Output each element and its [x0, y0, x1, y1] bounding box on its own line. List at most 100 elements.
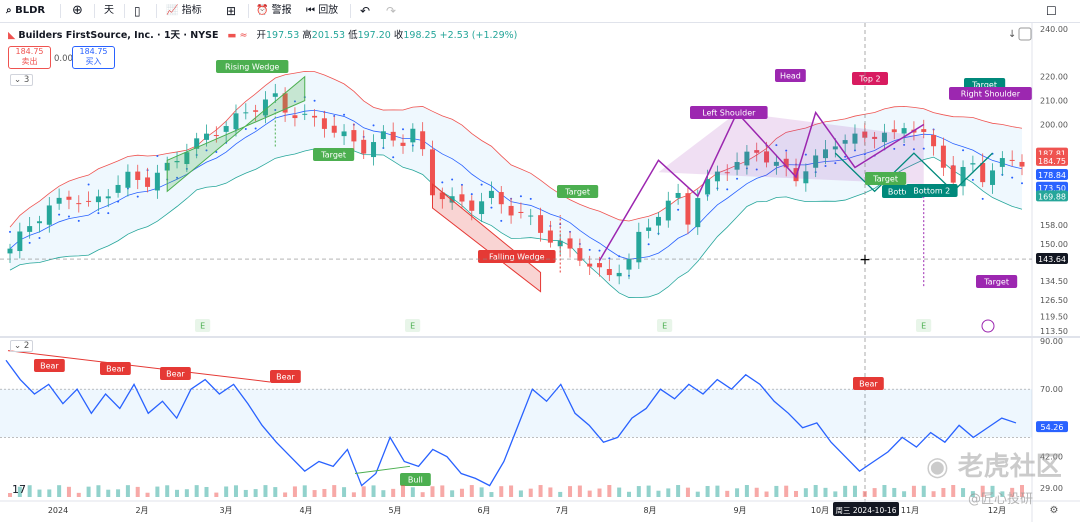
price-axis-label: 143.64: [1038, 255, 1066, 264]
replay-button[interactable]: ⏮ 回放: [306, 0, 338, 22]
candle-type-icon[interactable]: ▯: [134, 4, 141, 18]
sar-dot: [156, 155, 159, 158]
sar-dot: [313, 99, 316, 102]
candle-body: [223, 126, 229, 132]
bollinger-upper-line: [9, 70, 1023, 228]
buy-label: 买入: [85, 57, 102, 66]
head-label-bg: [775, 69, 806, 82]
flag-icon[interactable]: ▬ ≈: [227, 30, 248, 41]
candle-body: [213, 135, 219, 137]
candle-body: [361, 139, 367, 154]
sar-dot: [500, 219, 503, 222]
sar-dot: [824, 165, 827, 168]
candle-body: [184, 152, 190, 165]
symbol-search[interactable]: ⌕ BLDR: [6, 5, 46, 16]
volume-bar: [322, 488, 327, 497]
volume-bar: [292, 486, 297, 497]
candle-body: [56, 197, 62, 204]
sar-dot: [136, 195, 139, 198]
add-symbol-icon[interactable]: ⊕: [72, 3, 83, 18]
volume-bar: [420, 492, 425, 497]
chart-title: Builders FirstSource, Inc. · 1天 · NYSE: [18, 30, 219, 41]
close-label: 收: [393, 30, 404, 41]
price-axis-label: 210.00: [1040, 97, 1068, 106]
left-shoulder-label: Left Shoulder: [690, 106, 768, 119]
chart-canvas[interactable]: Rising Wedge Target Falling Wedge Target Lef…: [0, 23, 1080, 522]
candle-body: [253, 110, 259, 112]
rising-wedge-label-text: Rising Wedge: [225, 63, 279, 72]
target-label-text: Target: [983, 278, 1009, 287]
rising-wedge-label: Rising Wedge: [216, 60, 289, 73]
volume-bar: [194, 485, 199, 497]
price-axis-label: 184.75: [1038, 157, 1066, 166]
price-axis-label: 178.84: [1038, 171, 1066, 180]
falling-wedge-label-text: Falling Wedge: [489, 253, 545, 262]
divider: [60, 4, 61, 18]
bear-label: Bear: [270, 370, 301, 383]
earnings-icon-bg: [405, 319, 421, 332]
sar-dot: [903, 143, 906, 146]
bear-label: Bear: [160, 367, 191, 380]
volume-bar: [224, 486, 229, 497]
volume-bar: [135, 486, 140, 497]
buy-button[interactable]: 184.75 买入: [72, 46, 115, 69]
candle-body: [341, 131, 347, 137]
fullscreen-icon[interactable]: ☐: [1046, 4, 1057, 18]
rsi-divergence-line: [354, 465, 411, 475]
interval-button[interactable]: 天: [104, 0, 114, 22]
candle-body: [233, 113, 239, 130]
volume-bar: [685, 487, 690, 497]
open-value: 197.53: [266, 30, 300, 41]
volume-bar: [459, 488, 464, 497]
pane2-toggle[interactable]: ⌄ 2: [10, 340, 34, 352]
price-axis-label: 158.00: [1040, 221, 1068, 230]
redo-icon[interactable]: ↷: [386, 4, 397, 18]
volume-bar: [882, 485, 887, 497]
sar-dot: [205, 149, 208, 152]
sar-dot: [529, 197, 532, 200]
bottom-label-text: Bottom: [888, 188, 918, 197]
sar-dot: [962, 149, 965, 152]
replay-label: 回放: [318, 5, 339, 16]
candle-body: [302, 113, 308, 115]
time-axis-label: 6月: [477, 506, 490, 515]
watermark-text: 老虎社区: [957, 452, 1062, 482]
sar-dot: [274, 109, 277, 112]
volume-bar: [66, 486, 71, 497]
earnings-icon-bg: [657, 319, 673, 332]
tradingview-logo-icon: 17: [12, 483, 26, 496]
candle-body: [822, 149, 828, 159]
price-axis-label: 150.00: [1040, 240, 1068, 249]
replay-icon: ⏮: [306, 5, 315, 16]
layout-icon[interactable]: ⊞: [226, 4, 237, 18]
candle-body: [695, 198, 701, 228]
volume-bar: [430, 486, 435, 497]
target-label-text: Target: [320, 151, 346, 160]
volume-bar: [587, 490, 592, 497]
candle-body: [597, 263, 603, 268]
bull-label: Bull: [400, 473, 431, 486]
candle-body: [321, 118, 327, 129]
sell-button[interactable]: 184.75 卖出: [8, 46, 51, 69]
sar-dot: [441, 181, 444, 184]
volume-bar: [951, 485, 956, 497]
watermark: ◉ 老虎社区: [926, 446, 1062, 483]
volume-bar: [86, 486, 91, 497]
price-axis-badge: [1036, 154, 1068, 166]
time-axis-label: 2024: [48, 506, 68, 515]
candle-body: [577, 248, 583, 261]
indicators-button[interactable]: 📈 指标: [166, 0, 202, 22]
sar-dot: [853, 149, 856, 152]
candle-body: [312, 115, 318, 118]
volume-bar: [794, 490, 799, 497]
alert-button[interactable]: ⏰ 警报: [256, 0, 292, 22]
indicators-label: 指标: [181, 5, 202, 16]
sar-dot: [451, 178, 454, 181]
candle-body: [272, 93, 278, 97]
volume-bar: [715, 485, 720, 497]
sar-dot: [87, 183, 90, 186]
undo-icon[interactable]: ↶: [360, 4, 371, 18]
pane1-toggle[interactable]: ⌄ 3: [10, 74, 34, 86]
candle-body: [862, 131, 868, 138]
candle-body: [135, 171, 141, 180]
